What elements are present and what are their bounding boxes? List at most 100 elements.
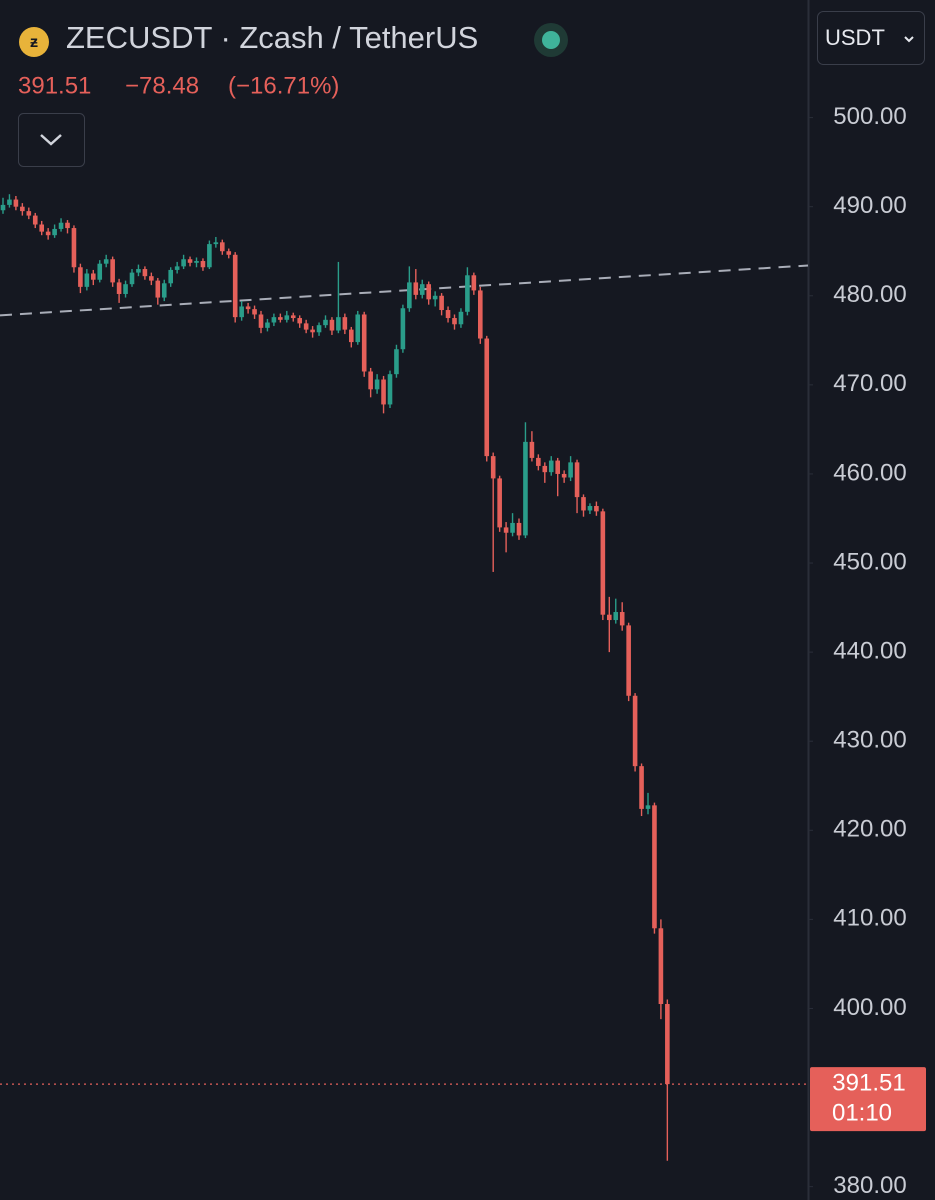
candle-body: [258, 314, 264, 328]
candle-body: [52, 228, 57, 236]
candle-body: [97, 263, 103, 280]
candle-body: [568, 462, 573, 478]
candle-body: [290, 315, 296, 319]
candle-body: [136, 269, 141, 273]
candle-body: [129, 272, 135, 285]
candle-body: [187, 259, 193, 263]
candle-body: [374, 379, 380, 390]
candle-body: [26, 211, 32, 216]
candle-body: [607, 614, 612, 621]
candle-body: [220, 242, 225, 252]
y-tick-label: 400.00: [833, 994, 906, 1021]
candle-body: [329, 319, 335, 331]
candle-body: [181, 259, 186, 267]
candle-body: [123, 284, 128, 294]
status-dot: [542, 31, 560, 49]
candle-body: [555, 460, 560, 474]
candle-body: [103, 259, 109, 264]
candle-body: [574, 462, 580, 498]
candle-body: [20, 206, 25, 212]
candle-body: [91, 273, 96, 280]
candle-body: [194, 261, 199, 263]
candle-body: [510, 522, 515, 533]
chart-title: ZECUSDT · Zcash / TetherUS: [66, 20, 478, 55]
candle-body: [458, 311, 464, 325]
candle-body: [213, 242, 219, 245]
candle-body: [174, 266, 180, 270]
y-tick-label: 460.00: [833, 459, 906, 486]
candle-body: [142, 269, 148, 277]
candle-body: [39, 224, 44, 232]
candle-body: [336, 317, 341, 331]
y-tick-label: 420.00: [833, 816, 906, 843]
y-tick-label: 500.00: [833, 103, 906, 130]
candle-body: [284, 315, 290, 320]
candle-body: [587, 506, 593, 511]
currency-button[interactable]: [817, 11, 925, 65]
candle-body: [639, 766, 644, 809]
candle-body: [665, 1004, 670, 1085]
y-tick-label: 380.00: [833, 1172, 906, 1199]
collapse-button[interactable]: [18, 113, 85, 167]
candle-body: [445, 310, 451, 319]
candle-body: [413, 282, 419, 295]
candle-body: [645, 805, 651, 809]
candle-body: [342, 317, 348, 330]
candle-body: [239, 306, 244, 318]
candle-body: [394, 349, 399, 375]
y-tick-label: 440.00: [833, 637, 906, 664]
y-tick-label: 410.00: [833, 905, 906, 932]
candle-body: [548, 460, 554, 473]
candle-body: [355, 314, 361, 343]
candle-body: [297, 318, 302, 324]
candle-body: [110, 259, 115, 283]
candle-body: [316, 325, 322, 333]
price-change-percent: (−16.71%): [228, 72, 339, 99]
candle-body: [84, 273, 90, 287]
candle-body: [149, 276, 154, 281]
candle-body: [278, 317, 283, 320]
candle-body: [542, 465, 548, 473]
candle-body: [400, 308, 406, 350]
candle-body: [368, 371, 373, 390]
candle-body: [432, 295, 438, 300]
y-tick-label: 470.00: [833, 370, 906, 397]
y-tick-label: 450.00: [833, 548, 906, 575]
candle-body: [619, 612, 625, 626]
candle-body: [303, 323, 309, 330]
last-price-badge: [810, 1067, 926, 1132]
candle-body: [581, 497, 586, 511]
price-change: −78.48: [125, 72, 199, 99]
candle-body: [561, 473, 567, 478]
countdown-label: 01:10: [832, 1099, 892, 1126]
currency-chevron: [904, 36, 914, 43]
candle-body: [407, 282, 412, 309]
candle-body: [168, 269, 173, 284]
candle-body: [78, 267, 83, 287]
candle-body: [361, 314, 367, 372]
candle-body: [161, 283, 167, 298]
candle-body: [310, 329, 315, 333]
candle-body: [65, 222, 70, 229]
candle-body: [32, 215, 38, 225]
candle-body: [516, 522, 522, 536]
candle-body: [523, 441, 528, 536]
candle-body: [536, 457, 541, 466]
candle-body: [226, 251, 232, 255]
candle-body: [497, 478, 502, 528]
coin-logo-mark: ƶ: [30, 34, 38, 51]
candle-body: [381, 379, 386, 405]
candle-body: [632, 695, 638, 767]
candle-body: [71, 228, 77, 268]
candle-body: [252, 309, 257, 315]
candle-body: [613, 612, 619, 621]
candle-body: [232, 254, 238, 318]
candle-body: [658, 928, 664, 1005]
y-tick-label: 490.00: [833, 192, 906, 219]
header: ƶ ZECUSDT · Zcash / TetherUS 391.51 −78.…: [18, 11, 925, 167]
candle-body: [652, 805, 657, 929]
candle-body: [200, 261, 206, 268]
candle-body: [349, 329, 354, 343]
